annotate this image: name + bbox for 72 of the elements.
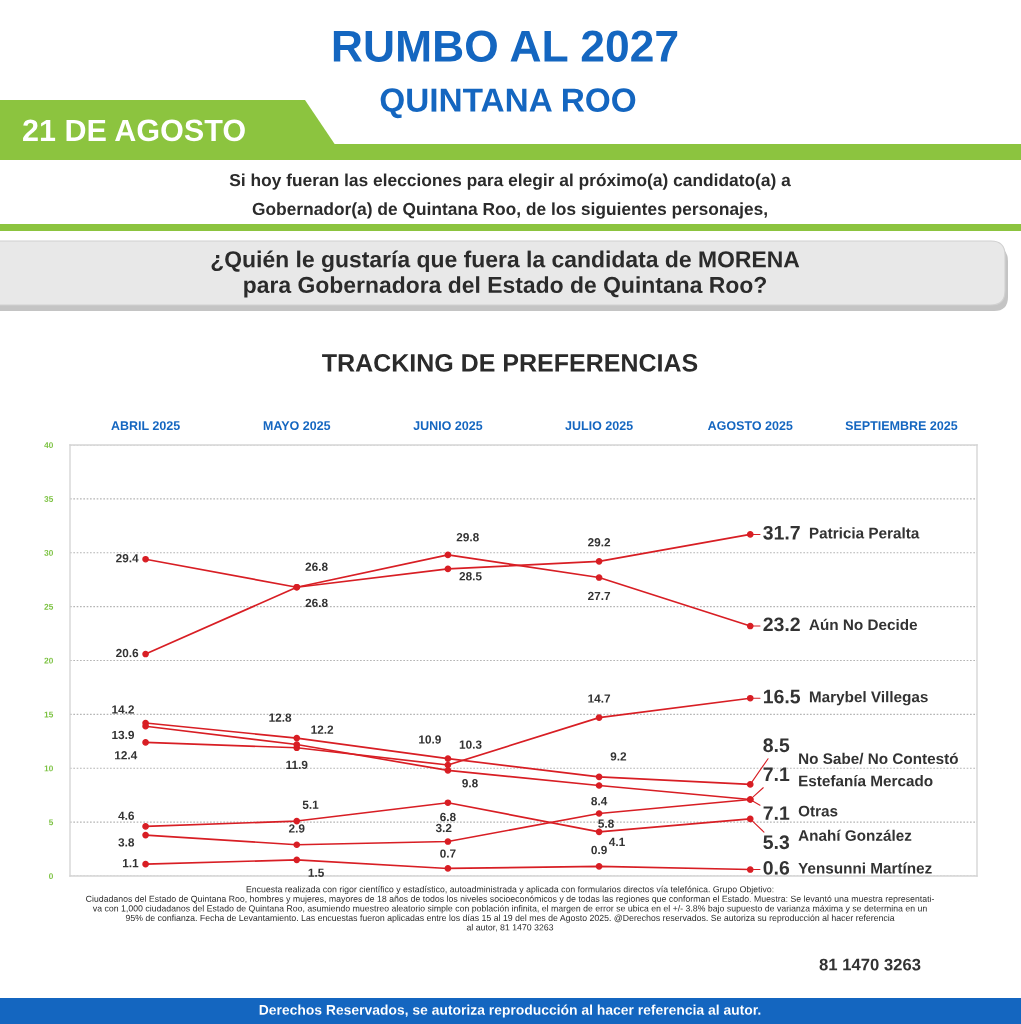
- data-label: 26.8: [305, 562, 328, 571]
- text: Si hoy fueran las elecciones para elegir al próximo(a) candidato(a) a Gobernador(a) de Quintana Roo, de los siguientes personajes,: [229, 173, 791, 219]
- y-tick-label: 5: [48, 819, 54, 826]
- data-label: 26.8: [305, 598, 328, 608]
- data-label: 0.6: [763, 860, 790, 875]
- x-tick-label: JUNIO 2025: [413, 421, 483, 431]
- x-tick-label: AGOSTO 2025: [707, 421, 793, 431]
- text: No Sabe/ No Contestó: [799, 752, 958, 765]
- data-label: 16.5: [763, 689, 801, 704]
- data-label: 8.4: [591, 796, 608, 806]
- text: Derechos Reservados, se autoriza reproducción al hacer referencia al autor.: [259, 1004, 761, 1018]
- y-tick-label: 10: [44, 765, 53, 772]
- text: TRACKING DE PREFERENCIAS: [322, 354, 698, 372]
- chart-subtitle: QUINTANA ROO: [380, 88, 636, 119]
- x-tick-label: ABRIL 2025: [111, 421, 180, 431]
- data-label: 8.5: [763, 738, 790, 753]
- y-tick-label: 40: [44, 442, 53, 449]
- data-label: 7.1: [763, 767, 790, 781]
- data-label: 20.6: [116, 648, 139, 658]
- data-label: 5.3: [763, 835, 790, 850]
- data-label: 3.8: [118, 838, 135, 847]
- data-label: 0.7: [440, 849, 456, 858]
- data-label: 9.2: [610, 752, 627, 761]
- data-label: 27.7: [588, 591, 611, 601]
- data-label: 13.9: [112, 730, 135, 740]
- data-label: 23.2: [763, 617, 800, 632]
- text: Aún No Decide: [809, 618, 918, 631]
- text: Estefanía Mercado: [799, 774, 933, 787]
- data-label: 4.1: [608, 837, 625, 846]
- text: 21 DE AGOSTO: [23, 119, 245, 142]
- y-tick-label: 20: [44, 657, 53, 664]
- data-label: 7.1: [763, 806, 790, 820]
- x-tick-label: SEPTIEMBRE 2025: [845, 421, 958, 431]
- y-tick-label: 0: [49, 873, 53, 880]
- text: Anahí González: [798, 829, 912, 841]
- text: Encuesta realizada con rigor científico y estadístico, autoadministrada y aplicada con formularios directos vía telefónica. Grupo Objetivo: Ciudadanos del Estado de Quintana Roo, hombres y mujeres, mayores de 18 años de todos los niveles socioeconómicos y de todas las regiones que conforman el Estado. Muestra: Se levantó una muestra representati- va con 1,000 ciudadanos del Estado de Quintana Roo, asumiendo muestreo aleatorio simple con población infinita, el margen de error se ubica en el +/- 3.8% bajo supuesto de varianza máxima y se determina en un 95% de confianza. Fecha de Levantamiento. Las encuestas fueron aplicadas entre los días 15 al 19 del mes de Agosto 2025. @Derechos reservados. Se autoriza su reproducción al hacer referencia al autor, 81 1470 3263: [86, 885, 935, 932]
- data-label: 0.9: [591, 845, 607, 855]
- text: Otras: [798, 805, 838, 817]
- y-tick-label: 35: [44, 496, 54, 502]
- data-label: 12.2: [311, 725, 334, 734]
- data-label: 14.2: [112, 705, 134, 714]
- data-label: 1.1: [122, 859, 139, 868]
- data-label: 3.2: [435, 823, 452, 833]
- data-label: 5.8: [598, 819, 614, 828]
- data-label: 14.7: [588, 694, 611, 703]
- y-tick-label: 25: [44, 603, 54, 610]
- data-label: 5.1: [302, 800, 319, 809]
- data-label: 12.4: [115, 751, 138, 760]
- data-label: 11.9: [286, 760, 308, 769]
- text: 81 1470 3263: [819, 958, 921, 971]
- data-label: 9.8: [462, 779, 478, 788]
- data-label: 29.4: [116, 554, 139, 563]
- data-label: 31.7: [763, 525, 800, 540]
- y-tick-label: 15: [44, 711, 54, 718]
- data-label: 12.8: [269, 713, 292, 722]
- x-tick-label: JULIO 2025: [565, 421, 633, 431]
- chart-title: RUMBO AL 2027: [333, 30, 678, 62]
- y-tick-label: 30: [44, 549, 53, 556]
- data-label: 2.9: [288, 824, 305, 833]
- x-tick-label: MAYO 2025: [263, 421, 331, 431]
- text: Patricia Peralta: [809, 527, 920, 539]
- data-label: 10.3: [459, 740, 482, 749]
- data-label: 29.2: [588, 538, 611, 547]
- text: Marybel Villegas: [809, 691, 928, 706]
- data-label: 28.5: [459, 572, 482, 581]
- data-label: 10.9: [419, 735, 441, 744]
- text: Yensunni Martínez: [798, 862, 932, 874]
- data-label: 4.6: [118, 811, 135, 820]
- data-label: 29.8: [456, 533, 479, 542]
- text: ¿Quién le gustaría que fuera la candidata de MORENA para Gobernadora del Estado de Quintana Roo?: [211, 250, 800, 298]
- data-label: 6.8: [440, 812, 456, 822]
- data-label: 1.5: [308, 868, 324, 877]
